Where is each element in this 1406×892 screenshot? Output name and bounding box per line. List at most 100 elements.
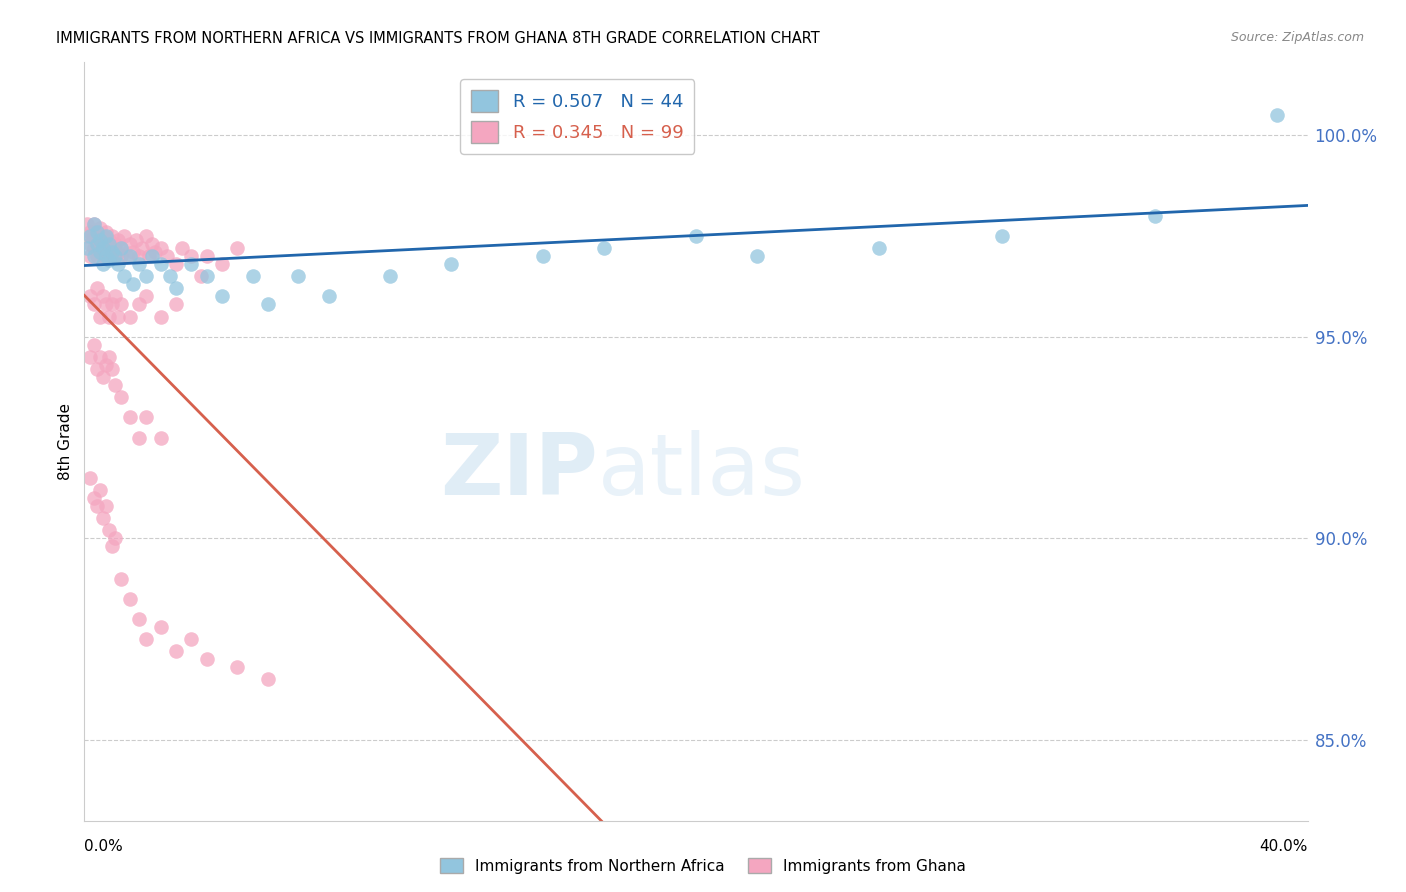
Point [91, 241, 114, 255]
Point [107, 257, 129, 271]
Point [94, 499, 117, 513]
Point [115, 249, 138, 263]
Point [135, 269, 157, 284]
Point [131, 241, 153, 255]
Point [149, 310, 172, 324]
Point [135, 289, 157, 303]
Point [91, 249, 114, 263]
Point [135, 228, 157, 243]
Point [76, 241, 98, 255]
Point [211, 257, 233, 271]
Point [86, 225, 108, 239]
Point [91, 289, 114, 303]
Point [89, 233, 111, 247]
Point [97, 523, 120, 537]
Point [79, 289, 101, 303]
Point [135, 632, 157, 647]
Point [122, 277, 145, 292]
Point [101, 540, 124, 554]
Point [89, 483, 111, 497]
Point [76, 228, 98, 243]
Point [97, 253, 120, 268]
Point [101, 241, 124, 255]
Point [79, 228, 101, 243]
Point [79, 225, 101, 239]
Point [120, 249, 142, 263]
Point [128, 249, 150, 263]
Point [149, 241, 172, 255]
Point [141, 236, 163, 251]
Point [159, 269, 181, 284]
Point [180, 257, 202, 271]
Point [180, 632, 202, 647]
Point [110, 297, 132, 311]
Point [76, 217, 98, 231]
Point [94, 236, 117, 251]
Point [101, 244, 124, 259]
Point [89, 244, 111, 259]
Point [172, 241, 194, 255]
Point [89, 233, 111, 247]
Point [91, 241, 114, 255]
Point [110, 249, 132, 263]
Point [107, 310, 129, 324]
Point [128, 297, 150, 311]
Point [104, 289, 127, 303]
Point [94, 358, 117, 372]
Text: Source: ZipAtlas.com: Source: ZipAtlas.com [1230, 31, 1364, 45]
Point [531, 249, 554, 263]
Point [94, 297, 117, 311]
Point [97, 244, 120, 259]
Point [79, 236, 101, 251]
Point [991, 228, 1014, 243]
Point [138, 249, 160, 263]
Point [125, 233, 148, 247]
Point [91, 511, 114, 525]
Point [1265, 108, 1288, 122]
Point [89, 220, 111, 235]
Legend: Immigrants from Northern Africa, Immigrants from Ghana: Immigrants from Northern Africa, Immigra… [434, 852, 972, 880]
Point [91, 370, 114, 384]
Point [79, 350, 101, 364]
Point [94, 249, 117, 263]
Point [165, 281, 187, 295]
Point [83, 217, 105, 231]
Point [107, 233, 129, 247]
Point [156, 249, 179, 263]
Point [195, 269, 218, 284]
Point [91, 228, 114, 243]
Point [180, 249, 202, 263]
Point [83, 249, 105, 263]
Point [120, 410, 142, 425]
Point [89, 310, 111, 324]
Point [107, 244, 129, 259]
Point [97, 236, 120, 251]
Point [242, 269, 264, 284]
Point [110, 572, 132, 586]
Point [86, 236, 108, 251]
Point [89, 350, 111, 364]
Point [86, 236, 108, 251]
Point [211, 289, 233, 303]
Point [86, 225, 108, 239]
Point [104, 378, 127, 392]
Point [869, 241, 891, 255]
Point [149, 430, 172, 444]
Point [287, 269, 309, 284]
Text: ZIP: ZIP [440, 430, 598, 514]
Point [120, 236, 142, 251]
Point [1143, 209, 1166, 223]
Point [104, 249, 127, 263]
Point [112, 269, 135, 284]
Point [257, 673, 280, 687]
Point [101, 297, 124, 311]
Point [97, 233, 120, 247]
Point [83, 228, 105, 243]
Point [104, 532, 127, 546]
Point [257, 297, 280, 311]
Point [380, 269, 402, 284]
Point [97, 350, 120, 364]
Point [97, 310, 120, 324]
Point [685, 228, 707, 243]
Point [128, 430, 150, 444]
